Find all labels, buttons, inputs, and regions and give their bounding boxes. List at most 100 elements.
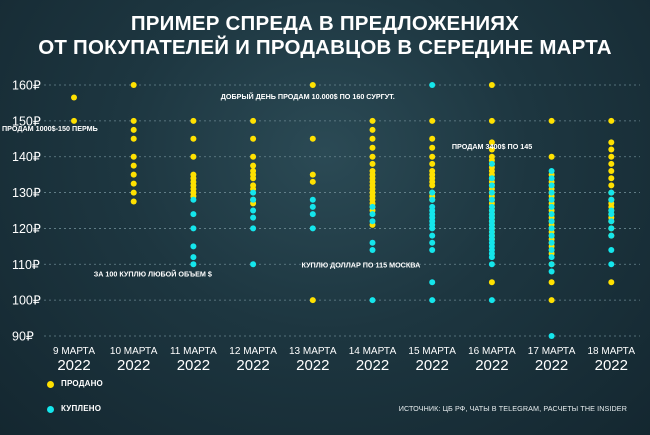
bought-point xyxy=(250,214,257,221)
sold-point xyxy=(250,162,257,169)
sold-point xyxy=(608,175,615,182)
bought-point xyxy=(369,203,376,210)
bought-point xyxy=(190,254,197,261)
bought-point xyxy=(190,243,197,250)
bought-point xyxy=(309,211,316,218)
bought-point xyxy=(608,246,615,253)
sold-point xyxy=(369,117,376,124)
bought-point xyxy=(608,225,615,232)
x-tick-label: 17 МАРТА xyxy=(528,346,576,357)
sold-point xyxy=(309,171,316,178)
y-tick-label: 90₽ xyxy=(12,330,34,344)
bought-point xyxy=(548,182,555,189)
sold-point xyxy=(309,178,316,185)
sold-point xyxy=(608,182,615,189)
bought-point xyxy=(429,189,436,196)
y-tick-label: 140₽ xyxy=(12,150,41,164)
chart-annotation: ПРОДАМ 3400$ ПО 145 xyxy=(452,142,532,151)
bought-point xyxy=(429,232,436,239)
bought-point xyxy=(369,297,376,304)
sold-point xyxy=(608,168,615,175)
sold-point xyxy=(488,82,495,88)
bought-point xyxy=(190,225,197,232)
x-tick-label: 11 МАРТА xyxy=(170,346,217,357)
sold-point xyxy=(488,139,495,146)
bought-point xyxy=(250,189,257,196)
y-tick-label: 150₽ xyxy=(12,114,41,128)
bought-point xyxy=(429,297,436,304)
bought-point xyxy=(548,189,555,196)
bought-point xyxy=(369,211,376,218)
y-tick-label: 130₽ xyxy=(12,186,41,200)
bought-point xyxy=(309,225,316,232)
legend-bought-marker xyxy=(47,406,54,413)
bought-point xyxy=(429,279,436,286)
bought-point xyxy=(429,246,436,253)
sold-point xyxy=(130,180,137,187)
bought-point xyxy=(608,196,615,203)
sold-point xyxy=(369,160,376,167)
bought-point xyxy=(608,218,615,225)
sold-point xyxy=(369,153,376,160)
sold-point xyxy=(488,146,495,153)
bought-point xyxy=(488,196,495,203)
bought-point xyxy=(488,254,495,261)
bought-point xyxy=(548,239,555,246)
x-tick-year: 2022 xyxy=(117,357,150,374)
sold-point xyxy=(429,160,436,167)
sold-point xyxy=(130,117,137,124)
bought-point xyxy=(309,196,316,203)
y-tick-label: 120₽ xyxy=(12,222,41,236)
sold-point xyxy=(309,82,316,88)
bought-point xyxy=(190,196,197,203)
bought-point xyxy=(608,232,615,239)
x-tick-year: 2022 xyxy=(177,357,210,374)
bought-point xyxy=(250,261,257,268)
sold-point xyxy=(608,146,615,153)
bought-point xyxy=(548,246,555,253)
legend-sold-marker xyxy=(47,381,54,388)
sold-point xyxy=(130,198,137,205)
y-tick-label: 110₽ xyxy=(12,258,40,272)
sold-point xyxy=(429,182,436,189)
sold-point xyxy=(130,153,137,160)
bought-point xyxy=(429,239,436,246)
sold-point xyxy=(608,160,615,167)
bought-point xyxy=(548,175,555,182)
bought-point xyxy=(488,297,495,304)
bought-point xyxy=(369,239,376,246)
bought-point xyxy=(309,203,316,210)
sold-point xyxy=(190,153,197,160)
legend-sold-label: ПРОДАНО xyxy=(61,379,103,388)
bought-point xyxy=(429,82,436,88)
y-tick-label: 100₽ xyxy=(12,294,41,308)
bought-point xyxy=(548,232,555,239)
bought-point xyxy=(548,268,555,275)
bought-point xyxy=(548,203,555,210)
x-tick-year: 2022 xyxy=(475,357,508,374)
x-tick-label: 13 МАРТА xyxy=(289,346,337,357)
chart-title-line-2: ОТ ПОКУПАТЕЛЕЙ И ПРОДАВЦОВ В СЕРЕДИНЕ МА… xyxy=(38,36,612,59)
sold-point xyxy=(608,153,615,160)
sold-point xyxy=(190,135,197,142)
bought-point xyxy=(548,211,555,218)
sold-point xyxy=(488,117,495,124)
sold-point xyxy=(130,126,137,133)
bought-point xyxy=(190,211,197,218)
sold-point xyxy=(130,189,137,196)
bought-point xyxy=(369,246,376,253)
x-tick-year: 2022 xyxy=(595,357,628,374)
x-tick-year: 2022 xyxy=(535,357,568,374)
bought-point xyxy=(548,333,555,339)
bought-point xyxy=(488,189,495,196)
sold-point xyxy=(190,117,197,124)
sold-point xyxy=(71,117,77,124)
chart-annotation: ДОБРЫЙ ДЕНЬ ПРОДАМ 10.000$ ПО 160 СУРГУТ… xyxy=(221,92,395,101)
sold-point xyxy=(71,94,77,101)
bought-point xyxy=(548,225,555,232)
bought-point xyxy=(250,225,257,232)
x-tick-year: 2022 xyxy=(356,357,389,374)
sold-point xyxy=(130,82,137,88)
bought-point xyxy=(548,254,555,261)
